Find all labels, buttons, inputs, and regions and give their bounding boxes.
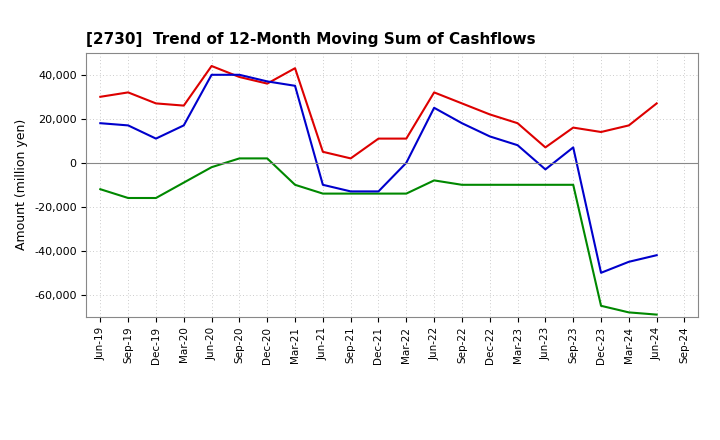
Operating Cashflow [374,136,383,141]
Operating Cashflow [597,129,606,135]
Operating Cashflow [485,112,494,117]
Line: Free Cashflow: Free Cashflow [100,75,657,273]
Investing Cashflow [346,191,355,196]
Line: Investing Cashflow: Investing Cashflow [100,158,657,315]
Free Cashflow [402,160,410,165]
Free Cashflow [541,167,550,172]
Investing Cashflow [263,156,271,161]
Investing Cashflow [207,165,216,170]
Operating Cashflow [430,90,438,95]
Investing Cashflow [485,182,494,187]
Investing Cashflow [235,156,243,161]
Operating Cashflow [263,81,271,86]
Investing Cashflow [430,178,438,183]
Operating Cashflow [402,136,410,141]
Free Cashflow [207,72,216,77]
Investing Cashflow [374,191,383,196]
Free Cashflow [291,83,300,88]
Investing Cashflow [124,195,132,201]
Investing Cashflow [291,182,300,187]
Investing Cashflow [458,182,467,187]
Operating Cashflow [569,125,577,130]
Investing Cashflow [569,182,577,187]
Free Cashflow [513,143,522,148]
Free Cashflow [124,123,132,128]
Investing Cashflow [179,180,188,185]
Text: [2730]  Trend of 12-Month Moving Sum of Cashflows: [2730] Trend of 12-Month Moving Sum of C… [86,33,536,48]
Investing Cashflow [152,195,161,201]
Investing Cashflow [96,187,104,192]
Free Cashflow [374,189,383,194]
Operating Cashflow [179,103,188,108]
Operating Cashflow [624,123,633,128]
Free Cashflow [179,123,188,128]
Operating Cashflow [124,90,132,95]
Operating Cashflow [291,66,300,71]
Operating Cashflow [513,121,522,126]
Investing Cashflow [597,303,606,308]
Operating Cashflow [96,94,104,99]
Y-axis label: Amount (million yen): Amount (million yen) [16,119,29,250]
Free Cashflow [263,79,271,84]
Investing Cashflow [402,191,410,196]
Line: Operating Cashflow: Operating Cashflow [100,66,657,158]
Operating Cashflow [652,101,661,106]
Free Cashflow [597,270,606,275]
Free Cashflow [430,105,438,110]
Operating Cashflow [541,145,550,150]
Investing Cashflow [318,191,327,196]
Operating Cashflow [152,101,161,106]
Operating Cashflow [235,74,243,80]
Free Cashflow [569,145,577,150]
Free Cashflow [652,253,661,258]
Free Cashflow [235,72,243,77]
Operating Cashflow [346,156,355,161]
Investing Cashflow [624,310,633,315]
Free Cashflow [318,182,327,187]
Free Cashflow [96,121,104,126]
Operating Cashflow [318,149,327,154]
Free Cashflow [624,259,633,264]
Investing Cashflow [652,312,661,317]
Free Cashflow [346,189,355,194]
Free Cashflow [485,134,494,139]
Operating Cashflow [207,63,216,69]
Free Cashflow [152,136,161,141]
Investing Cashflow [513,182,522,187]
Free Cashflow [458,121,467,126]
Investing Cashflow [541,182,550,187]
Operating Cashflow [458,101,467,106]
